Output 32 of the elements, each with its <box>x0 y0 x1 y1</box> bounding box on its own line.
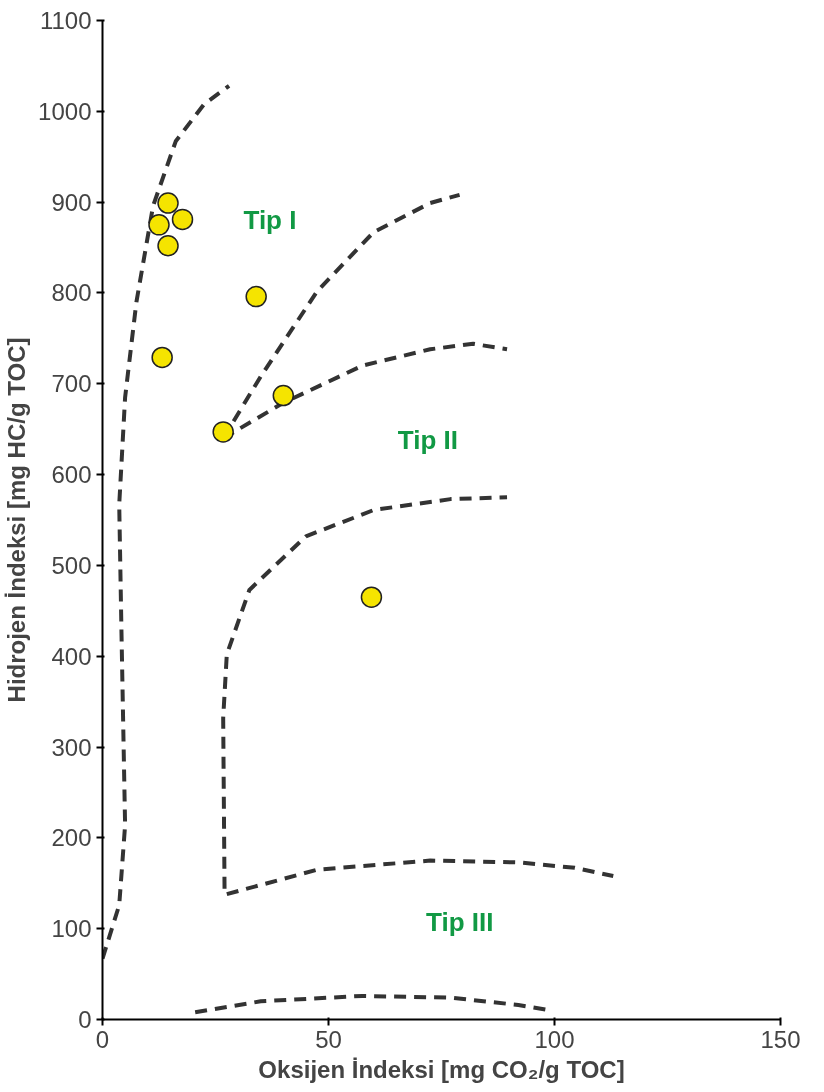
point <box>171 208 194 231</box>
point <box>157 235 179 257</box>
y-tick-label: 400 <box>51 642 92 670</box>
point <box>360 586 383 608</box>
point <box>151 346 173 369</box>
y-tick-label: 700 <box>51 370 92 398</box>
x-tick-label: 150 <box>760 1025 801 1053</box>
y-tick-label: 1100 <box>39 7 92 34</box>
annotation: Tip I <box>243 205 297 236</box>
y-tick-label: 300 <box>51 733 92 761</box>
annotation: Tip III <box>426 906 494 937</box>
y-tick-label: 100 <box>51 915 92 943</box>
y-tick-label: 200 <box>51 824 92 852</box>
point <box>245 285 267 308</box>
x-tick-label: 50 <box>315 1025 342 1053</box>
y-tick-label: 800 <box>51 279 92 307</box>
y-tick-label: 500 <box>51 551 92 579</box>
annotation: Tip II <box>397 425 459 456</box>
point <box>148 214 170 236</box>
point <box>157 192 179 214</box>
line-series <box>102 83 232 961</box>
y-tick-label: 600 <box>51 461 92 489</box>
point <box>212 421 234 443</box>
line-series <box>193 993 548 1015</box>
point <box>272 384 295 407</box>
y-axis-title: Hidrojen İndeksi [mg HC/g TOC] <box>3 337 31 703</box>
y-tick-label: 0 <box>78 1006 92 1033</box>
y-tick-label: 1000 <box>38 97 92 125</box>
x-tick-label: 100 <box>534 1025 575 1053</box>
y-tick-label: 900 <box>51 188 92 216</box>
x-axis-title: Oksijen İndeksi [mg CO₂/g TOC] <box>258 1055 625 1083</box>
x-tick-label: 0 <box>95 1025 110 1053</box>
